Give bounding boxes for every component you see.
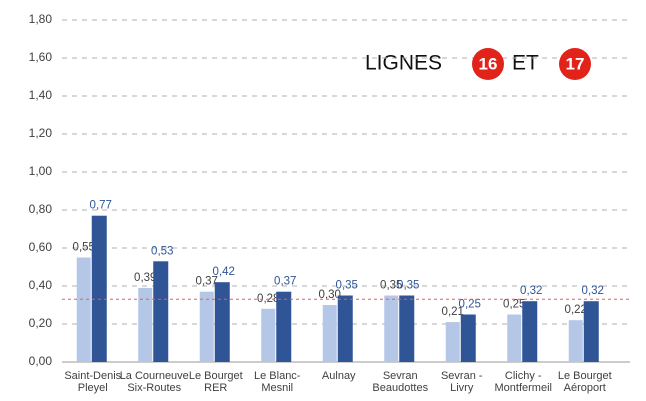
badge-number: 16 — [479, 54, 498, 73]
bar — [384, 295, 399, 362]
x-tick-label: Le Blanc- — [254, 370, 301, 382]
bar — [445, 322, 460, 362]
x-tick-label: Montfermeil — [495, 382, 552, 394]
bar — [507, 314, 522, 362]
value-label: 0,39 — [134, 272, 156, 284]
value-label: 0,42 — [213, 266, 235, 278]
badge-number: 17 — [566, 54, 585, 73]
bar — [322, 305, 337, 362]
value-label: 0,32 — [520, 285, 542, 297]
value-label: 0,32 — [582, 285, 604, 297]
value-label: 0,35 — [336, 280, 358, 292]
value-label: 0,21 — [442, 306, 464, 318]
x-tick-label: Beaudottes — [372, 382, 428, 394]
bar — [522, 301, 538, 362]
value-label: 0,53 — [151, 245, 173, 257]
x-tick-label: Sevran - — [441, 370, 483, 382]
x-tick-label: Saint-Denis — [64, 370, 121, 382]
value-label: 0,22 — [565, 304, 587, 316]
y-tick-label: 1,40 — [29, 88, 53, 102]
value-label: 0,35 — [380, 280, 402, 292]
annotation-text: LIGNES — [365, 52, 442, 75]
x-tick-label: Le Bourget — [189, 370, 243, 382]
bar — [214, 282, 230, 362]
x-tick-label: Six-Routes — [127, 382, 181, 394]
x-tick-label: Aéroport — [564, 382, 606, 394]
y-tick-label: 0,00 — [29, 354, 53, 368]
y-tick-label: 1,00 — [29, 164, 53, 178]
x-tick-label: Sevran — [383, 370, 418, 382]
x-tick-label: Clichy - — [505, 370, 542, 382]
x-tick-label: Aulnay — [322, 370, 356, 382]
y-tick-label: 1,20 — [29, 126, 53, 140]
y-tick-label: 1,80 — [29, 12, 53, 26]
bar — [76, 257, 91, 362]
x-tick-label: Le Bourget — [558, 370, 612, 382]
value-label: 0,77 — [90, 200, 112, 212]
bar — [568, 320, 583, 362]
bar — [460, 314, 476, 362]
value-label: 0,25 — [503, 299, 525, 311]
bar — [261, 308, 276, 362]
x-tick-label: Livry — [450, 382, 474, 394]
value-label: 0,30 — [319, 289, 341, 301]
y-tick-label: 0,20 — [29, 316, 53, 330]
x-tick-label: RER — [204, 382, 227, 394]
badge — [472, 48, 504, 80]
badge — [559, 48, 591, 80]
bar — [138, 287, 153, 362]
y-tick-label: 0,40 — [29, 278, 53, 292]
bar — [153, 261, 169, 362]
bar — [583, 301, 599, 362]
bar — [199, 291, 214, 362]
value-label: 0,25 — [459, 299, 481, 311]
bar — [91, 215, 107, 362]
x-tick-label: Pleyel — [78, 382, 108, 394]
bar — [337, 295, 353, 362]
value-label: 0,37 — [196, 276, 218, 288]
value-label: 0,55 — [73, 242, 95, 254]
bar — [276, 291, 292, 362]
bar — [399, 295, 415, 362]
value-label: 0,35 — [397, 280, 419, 292]
y-tick-label: 0,60 — [29, 240, 53, 254]
x-tick-label: Mesnil — [261, 382, 293, 394]
y-tick-label: 1,60 — [29, 50, 53, 64]
annotation-text: ET — [512, 52, 539, 75]
x-tick-label: La Courneuve — [120, 370, 189, 382]
value-label: 0,37 — [274, 276, 296, 288]
y-tick-label: 0,80 — [29, 202, 53, 216]
